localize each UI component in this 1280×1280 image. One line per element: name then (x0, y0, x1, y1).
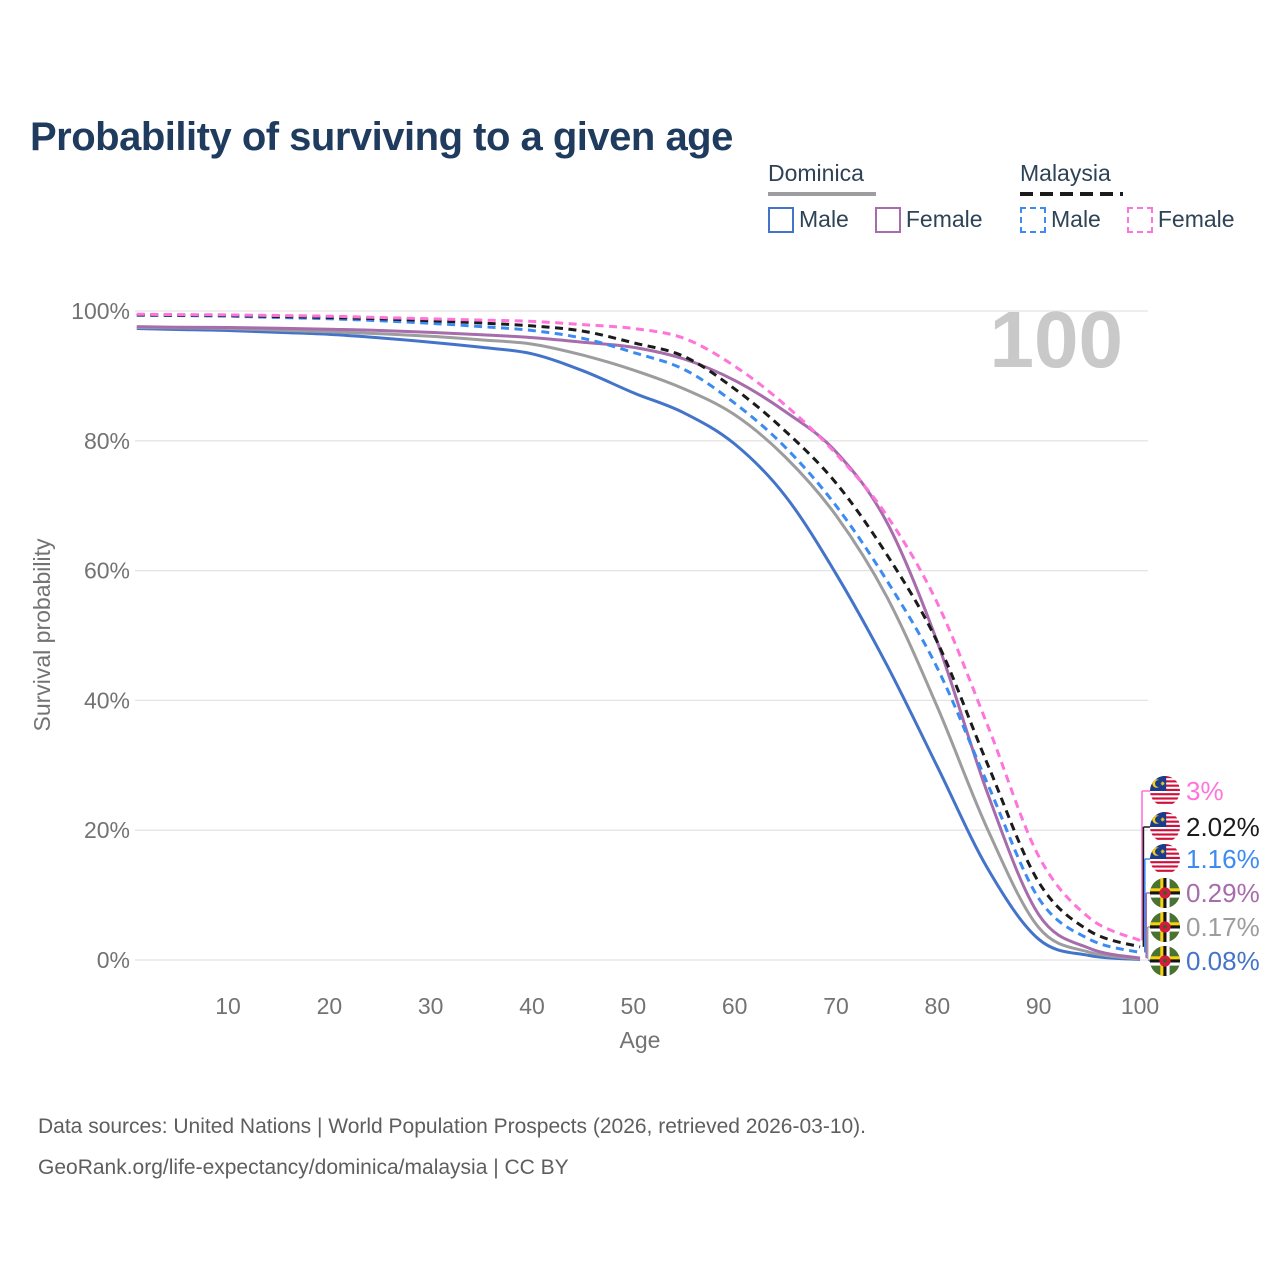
legend-underline-malaysia (1020, 192, 1123, 196)
legend-swatch-malaysia-female[interactable] (1126, 206, 1153, 233)
legend-item-dominica-female[interactable]: Female (874, 206, 983, 233)
legend-swatch-dominica-male[interactable] (768, 206, 794, 233)
malaysia-flag-icon (1150, 812, 1180, 842)
legend-label-malaysia-male: Male (1051, 206, 1101, 232)
dominica-flag-icon (1150, 912, 1180, 942)
legend-swatch-malaysia-male[interactable] (1020, 206, 1046, 233)
legend-item-dominica-male[interactable]: Male (768, 206, 849, 233)
legend-underline-dominica (768, 192, 876, 196)
end-value-malaysia-male: 1.16% (1186, 844, 1260, 874)
legend-item-malaysia-male[interactable]: Male (1020, 206, 1101, 233)
curve-malaysia-female[interactable] (136, 312, 1141, 942)
survival-curves (136, 312, 1141, 961)
curve-dominica-male[interactable] (136, 327, 1141, 961)
end-value-malaysia-both-sexes: 2.02% (1186, 812, 1260, 842)
legend-country-dominica[interactable]: Dominica (768, 160, 864, 186)
footer-line-1: Data sources: United Nations | World Pop… (38, 1115, 867, 1138)
x-tick-label-20: 20 (317, 993, 343, 1019)
dominica-flag-icon (1150, 878, 1180, 908)
y-tick-label-40: 40% (84, 687, 130, 713)
end-value-dominica-both-sexes: 0.17% (1186, 912, 1260, 942)
x-tick-label-70: 70 (823, 993, 849, 1019)
page-title: Probability of surviving to a given age (30, 114, 733, 159)
curve-dominica-both-sexes[interactable] (136, 326, 1141, 961)
malaysia-flag-icon (1150, 844, 1180, 874)
x-axis-title: Age (620, 1027, 661, 1053)
curve-malaysia-both-sexes[interactable] (136, 313, 1141, 949)
legend-label-dominica-female: Female (905, 206, 983, 232)
x-tick-label-50: 50 (621, 993, 647, 1019)
gridlines (135, 310, 1148, 961)
y-tick-label-0: 0% (97, 947, 130, 973)
axis-ticks: 0% 20% 40% 60% 80% 100% 10 20 30 40 50 60 70 80 90 100 (71, 298, 1159, 1019)
malaysia-flag-icon (1150, 776, 1180, 806)
y-tick-label-100: 100% (71, 298, 130, 324)
end-value-dominica-female: 0.29% (1186, 878, 1260, 908)
x-tick-label-100: 100 (1121, 993, 1159, 1019)
legend-group-dominica: Dominica Male Female (768, 160, 1009, 233)
legend-label-malaysia-female: Female (1157, 206, 1235, 232)
y-tick-label-80: 80% (84, 428, 130, 454)
legend-label-dominica-male: Male (799, 206, 849, 232)
x-tick-label-90: 90 (1026, 993, 1052, 1019)
series-end-labels: 3% 2.02%1.16% 0.29% 0.17% 0.08% (1141, 776, 1260, 976)
watermark-age-100: 100 (990, 295, 1123, 384)
footer-sources: Data sources: United Nations | World Pop… (38, 1106, 866, 1188)
y-tick-label-20: 20% (84, 817, 130, 843)
y-axis-title: Survival probability (29, 538, 55, 732)
x-tick-label-40: 40 (519, 993, 545, 1019)
end-value-malaysia-female: 3% (1186, 776, 1224, 806)
x-tick-label-80: 80 (925, 993, 951, 1019)
legend-swatch-dominica-female[interactable] (874, 206, 901, 233)
footer-line-2[interactable]: GeoRank.org/life-expectancy/dominica/mal… (38, 1156, 569, 1179)
curve-dominica-female[interactable] (136, 325, 1141, 960)
curve-malaysia-male[interactable] (136, 313, 1141, 954)
dominica-flag-icon (1150, 946, 1180, 976)
legend-item-malaysia-female[interactable]: Female (1126, 206, 1235, 233)
legend-country-malaysia[interactable]: Malaysia (1020, 160, 1111, 186)
x-tick-label-30: 30 (418, 993, 444, 1019)
x-tick-label-10: 10 (215, 993, 241, 1019)
end-value-dominica-male: 0.08% (1186, 946, 1260, 976)
legend-group-malaysia: Malaysia Male Female (1020, 160, 1261, 233)
y-tick-label-60: 60% (84, 558, 130, 584)
x-tick-label-60: 60 (722, 993, 748, 1019)
